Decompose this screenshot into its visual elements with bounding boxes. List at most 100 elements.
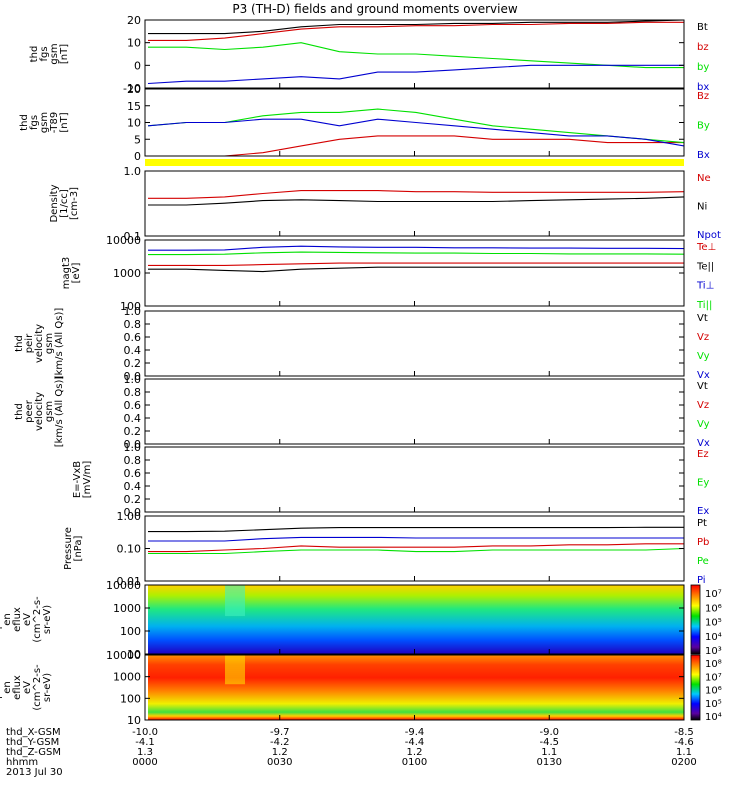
y-tick-label: 20 [127, 14, 141, 27]
y-tick-label: 10000 [106, 234, 141, 247]
time-axis-value: 0030 [267, 757, 292, 768]
y-axis-label: [nT] [59, 44, 70, 64]
y-tick-label: 5 [134, 133, 141, 146]
panel-3: Ne Ni Npot 1.0 0.1 Density [1/cc] [cm-3] [49, 165, 721, 243]
time-axis-value: -4.6 [674, 737, 694, 748]
y-axis-label: thd [14, 403, 25, 420]
time-axis-value: 0000 [132, 757, 157, 768]
time-axis-value: 1.2 [407, 747, 423, 758]
legend-label: Ti⊥ [696, 281, 714, 292]
y-tick-label: 0.6 [124, 399, 142, 412]
panel-4: Te⊥ Te|| Ti⊥ Ti|| 10000 1000 100 magt3 [eV] [61, 234, 716, 313]
time-axis-value: -8.5 [674, 727, 694, 738]
time-axis-value: 1.1 [541, 747, 557, 758]
y-axis-label: eV [22, 613, 33, 626]
spectrogram-feature [225, 655, 245, 685]
legend-label: Vy [697, 419, 710, 430]
legend-label: Pt [697, 518, 707, 529]
y-axis-label: thd [29, 46, 40, 63]
series-line-Pb [148, 543, 684, 553]
legend-label: Vt [697, 381, 708, 392]
y-axis-label: [mV/m] [82, 461, 93, 499]
y-axis-label: peer [0, 675, 3, 699]
y-tick-label: 10 [127, 37, 141, 50]
legend-label: Vx [697, 370, 710, 381]
legend-label: Bz [697, 91, 709, 102]
y-tick-label: 1000 [113, 602, 141, 615]
time-axis-value: -10.0 [132, 727, 158, 738]
y-tick-label: 0 [134, 150, 141, 163]
y-axis-label: [1/cc] [59, 189, 70, 218]
legend-label: Ni [697, 202, 707, 213]
y-tick-label: 10000 [106, 649, 141, 662]
time-axis-value: -9.7 [270, 727, 290, 738]
panel-8: Pt Pb Pe Pi 1.00 0.10 0.01 Pressure [nPa] [63, 510, 709, 588]
y-axis-label: velocity [34, 324, 45, 363]
time-axis-table: thd_X-GSM -10.0 -9.7 -9.4 -9.0 -8.5 thd_Y-GSM -… [6, 727, 697, 778]
y-axis-label: [km/s (All Qs)] [54, 308, 65, 380]
y-axis-label: sr-eV) [42, 605, 53, 634]
series-line-Te⊥ [148, 262, 684, 266]
time-axis-value: -9.4 [405, 727, 425, 738]
y-axis-label: E=-VxB [72, 461, 83, 498]
y-tick-label: 10 [127, 648, 141, 661]
legend-label: Te|| [696, 261, 714, 272]
legend-label: Pe [697, 556, 709, 567]
colorbar-tick-label: 10⁶ [705, 686, 722, 697]
legend-label: Ey [697, 478, 709, 489]
y-tick-label: 0.2 [124, 493, 142, 506]
series-line-Te|| [148, 266, 684, 273]
legend-label: bz [697, 42, 709, 53]
legend-label: bx [697, 82, 709, 93]
y-tick-label: 0.10 [117, 543, 142, 556]
legend-label: Vt [697, 313, 708, 324]
legend-label: Vx [697, 438, 710, 449]
panel-frame [144, 515, 685, 582]
panel-2: Bz By Bx 20 15 10 5 0 thd fgs gsm -T89 [nT] [19, 83, 710, 163]
y-axis-label: eflux [12, 607, 23, 632]
panel-1: Bt bz by bx 20 10 0 -10 thd fgs gsm [nT] [29, 14, 709, 95]
panel-10: 10⁸10⁷10⁶10⁵10⁴10000100010010thdpeerenef… [0, 649, 722, 727]
colorbar-tick-label: 10⁸ [705, 659, 722, 670]
y-axis-label: [km/s (All Qs)] [54, 376, 65, 448]
y-tick-label: 0 [134, 59, 141, 72]
y-tick-label: 0.6 [124, 331, 142, 344]
y-axis-label: sr-eV) [42, 673, 53, 702]
series-line-Ni [148, 196, 685, 206]
legend-label: Pb [697, 537, 709, 548]
y-tick-label: 100 [120, 300, 141, 313]
time-axis-value: -4.5 [539, 737, 559, 748]
figure-title: P3 (TH-D) fields and ground moments over… [232, 2, 517, 16]
legend-label: Vy [697, 351, 710, 362]
y-tick-label: 0.4 [124, 480, 142, 493]
legend-label: Vz [697, 332, 709, 343]
y-axis-label: [nPa] [73, 535, 84, 561]
y-tick-label: 10000 [106, 579, 141, 592]
spectrogram-feature [225, 585, 245, 617]
colorbar [690, 654, 701, 721]
y-axis-label: (cm^2-s- [32, 664, 43, 711]
legend-label: Ne [697, 173, 711, 184]
y-tick-label: 1000 [113, 671, 141, 684]
legend-label: Te⊥ [696, 242, 716, 253]
y-tick-label: 0.0 [124, 506, 142, 519]
y-tick-label: 10 [127, 117, 141, 130]
y-axis-label: peer [24, 399, 35, 423]
y-tick-label: 1.0 [124, 305, 142, 318]
time-axis-value: 0130 [537, 757, 562, 768]
series-line-Pt [148, 526, 684, 533]
legend-label: Bx [697, 150, 710, 161]
y-tick-label: 100 [120, 692, 141, 705]
y-axis-label: gsm [39, 112, 50, 133]
time-axis-row-label: thd_Z-GSM [6, 747, 61, 758]
y-tick-label: 0.4 [124, 344, 142, 357]
time-axis-value: 0200 [671, 757, 696, 768]
y-tick-label: 0.2 [124, 425, 142, 438]
panel-frame [144, 378, 685, 445]
y-tick-label: 1.0 [124, 373, 142, 386]
colorbar-tick-label: 10⁶ [705, 603, 722, 614]
y-axis-label: eflux [12, 675, 23, 700]
